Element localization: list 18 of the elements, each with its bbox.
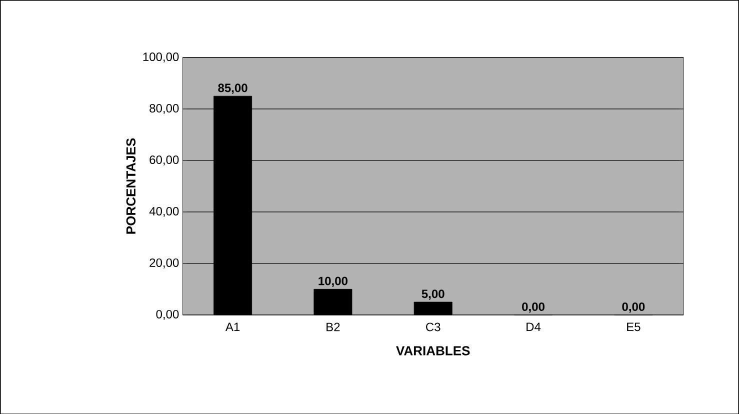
x-tick-label: A1 [225, 322, 240, 331]
x-tick-label: D4 [526, 322, 541, 331]
x-tick-label: C3 [426, 322, 440, 331]
x-tick-label: E5 [627, 322, 640, 331]
x-axis-title: VARIABLES [396, 346, 470, 356]
y-axis-title: PORCENTAJES [126, 138, 136, 234]
y-tick-label: 20,00 [150, 258, 179, 268]
data-label: 10,00 [318, 276, 348, 287]
y-tick-label: 100,00 [143, 52, 179, 62]
y-tick-label: 80,00 [150, 104, 179, 114]
x-tick-label: B2 [326, 322, 340, 331]
y-tick-label: 60,00 [150, 155, 179, 166]
data-label: 85,00 [218, 83, 248, 94]
data-label: 0,00 [622, 302, 645, 312]
y-tick-label: 0,00 [156, 310, 179, 320]
data-label: 0,00 [522, 302, 544, 312]
y-tick-label: 40,00 [149, 206, 179, 217]
data-label: 5,00 [422, 289, 444, 300]
